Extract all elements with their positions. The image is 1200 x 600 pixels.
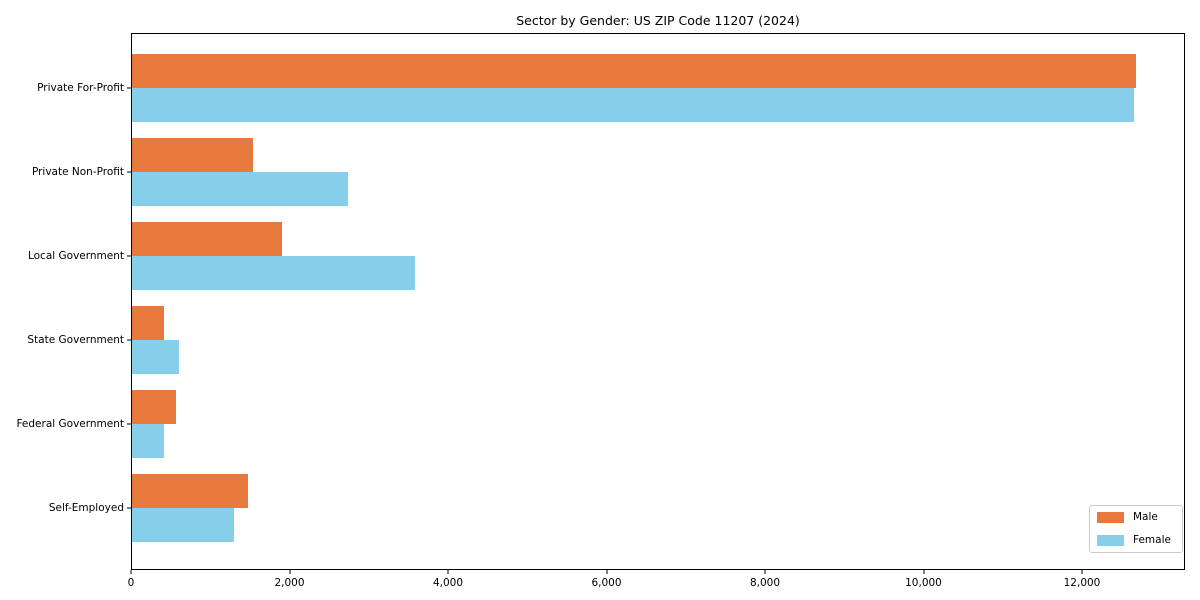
plot-area [131,33,1185,570]
x-tick-label-10000: 10,000 [905,577,942,589]
bar-female-private-for-profit [131,88,1134,122]
y-tick-mark [127,423,131,425]
legend-swatch-female [1097,535,1124,546]
x-tick-mark [289,570,290,574]
x-tick-mark [923,570,924,574]
y-tick-label-private-for-profit: Private For-Profit [37,82,124,94]
y-tick-mark [127,339,131,341]
x-tick-label-2000: 2,000 [274,577,305,589]
bar-female-self-employed [131,508,234,542]
bar-male-private-non-profit [131,138,253,172]
y-tick-mark [127,87,131,89]
bar-male-state-government [131,306,165,340]
legend: Male Female [1089,505,1183,553]
chart-title: Sector by Gender: US ZIP Code 11207 (202… [516,13,800,28]
y-tick-label-state-government: State Government [27,334,124,346]
x-tick-label-6000: 6,000 [591,577,622,589]
bar-female-state-government [131,340,180,374]
bar-male-federal-government [131,390,177,424]
bar-female-federal-government [131,424,165,458]
y-tick-mark [127,171,131,173]
x-tick-label-8000: 8,000 [749,577,781,589]
y-tick-label-local-government: Local Government [27,250,124,262]
legend-label-female: Female [1133,534,1171,547]
y-tick-label-self-employed: Self-Employed [48,502,124,514]
legend-item-female: Female [1097,535,1175,546]
y-tick-label-federal-government: Federal Government [16,418,124,430]
bar-male-self-employed [131,474,248,508]
x-tick-mark [606,570,607,574]
y-tick-mark [127,507,131,509]
bar-female-local-government [131,256,415,290]
y-tick-mark [127,255,131,257]
bar-male-private-for-profit [131,54,1136,88]
legend-item-male: Male [1097,512,1175,523]
bar-female-private-non-profit [131,172,349,206]
x-tick-mark [764,570,766,574]
x-tick-mark [447,570,449,574]
x-tick-mark [130,570,132,574]
x-tick-label-0: 0 [127,577,135,589]
legend-label-male: Male [1133,511,1158,524]
bar-male-local-government [131,222,282,256]
x-tick-label-4000: 4,000 [432,577,464,589]
legend-swatch-male [1097,512,1124,523]
x-tick-mark [1081,570,1083,574]
y-tick-label-private-non-profit: Private Non-Profit [31,166,124,178]
x-tick-label-12000: 12,000 [1063,577,1101,589]
